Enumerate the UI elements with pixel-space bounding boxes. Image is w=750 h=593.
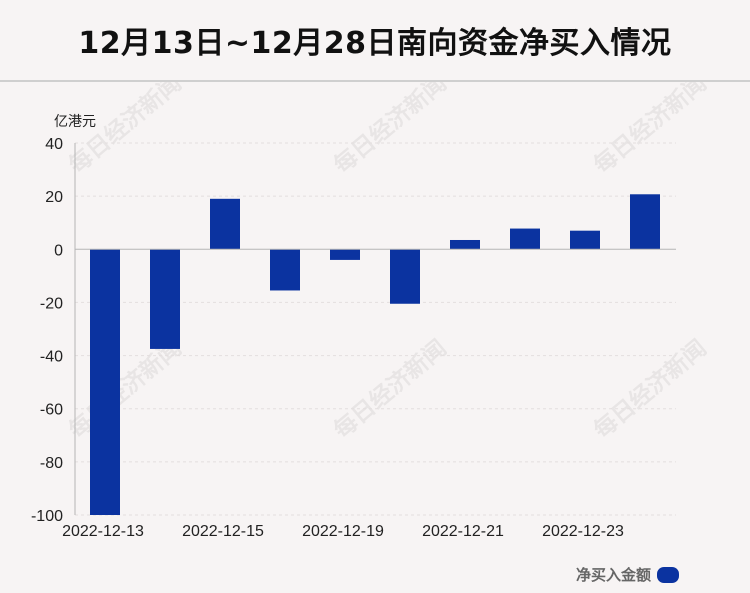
y-tick-label: -20 <box>40 295 63 312</box>
x-tick-label: 2022-12-23 <box>542 523 624 540</box>
bar <box>630 194 660 250</box>
bar <box>570 230 600 250</box>
bar <box>510 228 540 250</box>
y-tick-label: -100 <box>31 508 63 525</box>
bars <box>90 194 660 516</box>
bar <box>150 249 180 349</box>
axis-labels: 40 20 0 -20 -40 -60 -80 -100 亿港元 2022-12-13 2022-1… <box>31 114 624 540</box>
bar <box>210 198 240 250</box>
x-tick-label: 2022-12-15 <box>182 523 264 540</box>
x-tick-label: 2022-12-19 <box>302 523 384 540</box>
watermark-text: 每日经济新闻 <box>329 335 452 444</box>
y-tick-label: -40 <box>40 349 63 366</box>
y-tick-label: -80 <box>40 455 63 472</box>
legend-label: 净买入金额 <box>576 566 652 584</box>
bar <box>450 239 480 250</box>
y-tick-label: -60 <box>40 402 63 419</box>
axes <box>74 143 676 515</box>
bar <box>90 249 120 516</box>
bar <box>270 249 300 291</box>
legend: 净买入金额 <box>576 564 680 585</box>
y-tick-label: 20 <box>45 189 63 206</box>
chart-title: 12月13日~12月28日南向资金净买入情况 <box>78 26 672 61</box>
y-unit-label: 亿港元 <box>54 114 96 130</box>
gridlines <box>75 142 676 516</box>
watermark-text: 每日经济新闻 <box>64 335 187 444</box>
bar <box>390 249 420 304</box>
watermark-text: 每日经济新闻 <box>589 82 712 179</box>
legend-swatch <box>657 566 680 583</box>
watermark-text: 每日经济新闻 <box>329 82 452 179</box>
x-tick-label: 2022-12-21 <box>422 523 504 540</box>
y-tick-label: 0 <box>54 242 63 259</box>
watermark-text: 每日经济新闻 <box>589 335 712 444</box>
title-divider <box>0 80 750 82</box>
bar <box>330 249 360 260</box>
y-tick-label: 40 <box>45 136 63 153</box>
x-tick-label: 2022-12-13 <box>62 523 144 540</box>
watermark-text: 每日经济新闻 <box>64 82 187 179</box>
